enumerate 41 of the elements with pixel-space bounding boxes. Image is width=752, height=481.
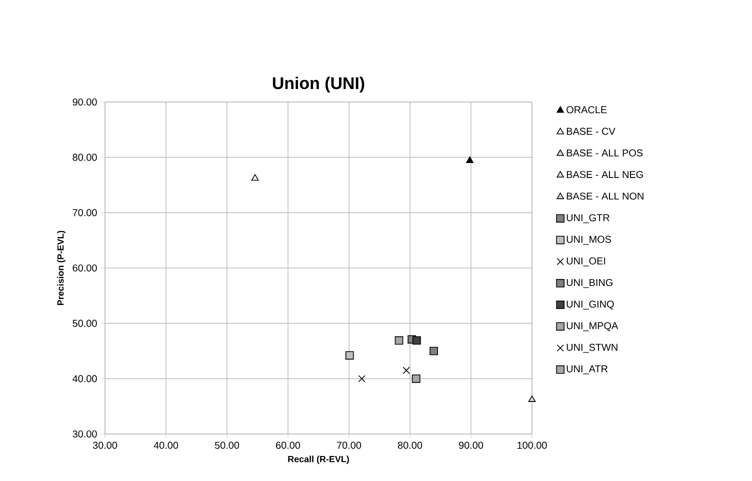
x-axis-title: Recall (R-EVL) [288, 456, 349, 464]
point [412, 336, 421, 345]
x-tick-label: 30.00 [92, 442, 118, 449]
x-tick-label: 70.00 [337, 442, 362, 449]
point [466, 156, 474, 163]
point [430, 346, 438, 356]
legend-label: UNI_MOS [566, 236, 612, 245]
y-tick-label: 80.00 [72, 154, 97, 161]
legend-label: BASE - CV [566, 128, 616, 135]
legend-label: BASE - ALL POS [566, 149, 643, 156]
legend-label: UNI_GINQ [566, 300, 614, 310]
legend-label: BASE - ALL NON [566, 192, 644, 200]
legend-label: UNI_STWN [566, 344, 618, 353]
y-axis-title: Precision (P-EVL) [57, 230, 66, 306]
legend-label: UNI_BING [566, 279, 612, 288]
legend-label: ORACLE [566, 106, 607, 114]
legend-label: UNI_ATR [566, 365, 608, 374]
point [412, 374, 420, 383]
y-tick-label: 60.00 [72, 264, 97, 272]
point [358, 375, 366, 382]
point [251, 174, 259, 181]
x-tick-label: 40.00 [154, 442, 178, 449]
legend-label: UNI_GTR [566, 214, 610, 224]
legend-label: UNI_MPQA [566, 322, 618, 332]
y-tick-label: 40.00 [72, 375, 97, 382]
y-tick-label: 90.00 [72, 98, 97, 106]
point [345, 351, 354, 360]
x-tick-label: 60.00 [276, 442, 300, 449]
legend-label: BASE - ALL NEG [566, 170, 643, 178]
chart-title: Union (UNI) [272, 76, 364, 92]
point [394, 336, 404, 345]
point [528, 396, 536, 402]
y-tick-label: 70.00 [72, 209, 97, 216]
legend-label: UNI_OEI [566, 257, 606, 266]
y-tick-label: 30.00 [72, 430, 97, 438]
x-tick-label: 100.00 [518, 442, 547, 449]
point [402, 366, 410, 374]
x-tick-label: 50.00 [214, 442, 240, 449]
y-tick-label: 50.00 [72, 320, 97, 327]
x-tick-label: 90.00 [459, 442, 484, 449]
x-tick-label: 80.00 [398, 442, 422, 449]
